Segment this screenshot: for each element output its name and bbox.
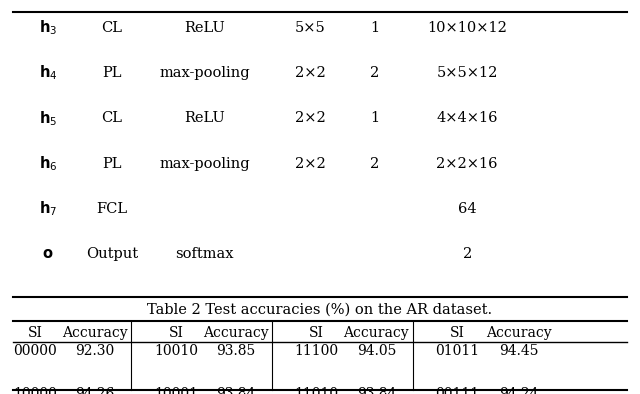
Text: SI: SI [28,326,43,340]
Text: softmax: softmax [175,247,234,261]
Text: 4×4×16: 4×4×16 [436,111,498,125]
Text: Output: Output [86,247,138,261]
Text: 93.85: 93.85 [216,344,255,359]
Text: $\mathbf{o}$: $\mathbf{o}$ [42,247,54,261]
Text: Accuracy: Accuracy [344,326,409,340]
Text: Table 2 Test accuracies (%) on the AR dataset.: Table 2 Test accuracies (%) on the AR da… [147,302,493,316]
Text: Accuracy: Accuracy [486,326,551,340]
Text: ReLU: ReLU [184,20,225,35]
Text: Accuracy: Accuracy [203,326,268,340]
Text: $\mathbf{h}_{5}$: $\mathbf{h}_{5}$ [39,109,57,128]
Text: PL: PL [102,156,122,171]
Text: 5×5×12: 5×5×12 [436,66,498,80]
Text: 10000: 10000 [13,387,57,394]
Text: 00111: 00111 [436,387,479,394]
Text: max-pooling: max-pooling [159,66,250,80]
Text: $\mathbf{h}_{6}$: $\mathbf{h}_{6}$ [39,154,57,173]
Text: $\mathbf{h}_{4}$: $\mathbf{h}_{4}$ [39,63,57,82]
Text: 2: 2 [370,156,379,171]
Text: 2×2: 2×2 [295,156,326,171]
Text: 64: 64 [458,202,477,216]
Text: 93.84: 93.84 [216,387,255,394]
Text: $\mathbf{h}_{3}$: $\mathbf{h}_{3}$ [39,18,57,37]
Text: 94.45: 94.45 [499,344,538,359]
Text: 10010: 10010 [154,344,198,359]
Text: 2×2: 2×2 [295,66,326,80]
Text: 11010: 11010 [295,387,339,394]
Text: 2×2: 2×2 [295,111,326,125]
Text: Accuracy: Accuracy [62,326,127,340]
Text: 2: 2 [370,66,379,80]
Text: 10001: 10001 [154,387,198,394]
Text: 92.30: 92.30 [75,344,115,359]
Text: 2: 2 [463,247,472,261]
Text: $\mathbf{h}_{7}$: $\mathbf{h}_{7}$ [39,199,57,218]
Text: 94.24: 94.24 [499,387,538,394]
Text: PL: PL [102,66,122,80]
Text: SI: SI [309,326,324,340]
Text: 94.26: 94.26 [75,387,115,394]
Text: 2×2×16: 2×2×16 [436,156,498,171]
Text: max-pooling: max-pooling [159,156,250,171]
Text: 1: 1 [370,20,379,35]
Text: 01011: 01011 [436,344,479,359]
Text: 93.84: 93.84 [356,387,396,394]
Text: SI: SI [168,326,184,340]
Text: 94.05: 94.05 [356,344,396,359]
Text: 5×5: 5×5 [295,20,326,35]
Text: ReLU: ReLU [184,111,225,125]
Text: 1: 1 [370,111,379,125]
Text: CL: CL [102,111,122,125]
Text: 00000: 00000 [13,344,57,359]
Text: SI: SI [450,326,465,340]
Text: FCL: FCL [97,202,127,216]
Text: 10×10×12: 10×10×12 [428,20,507,35]
Text: 11100: 11100 [295,344,339,359]
Text: CL: CL [102,20,122,35]
